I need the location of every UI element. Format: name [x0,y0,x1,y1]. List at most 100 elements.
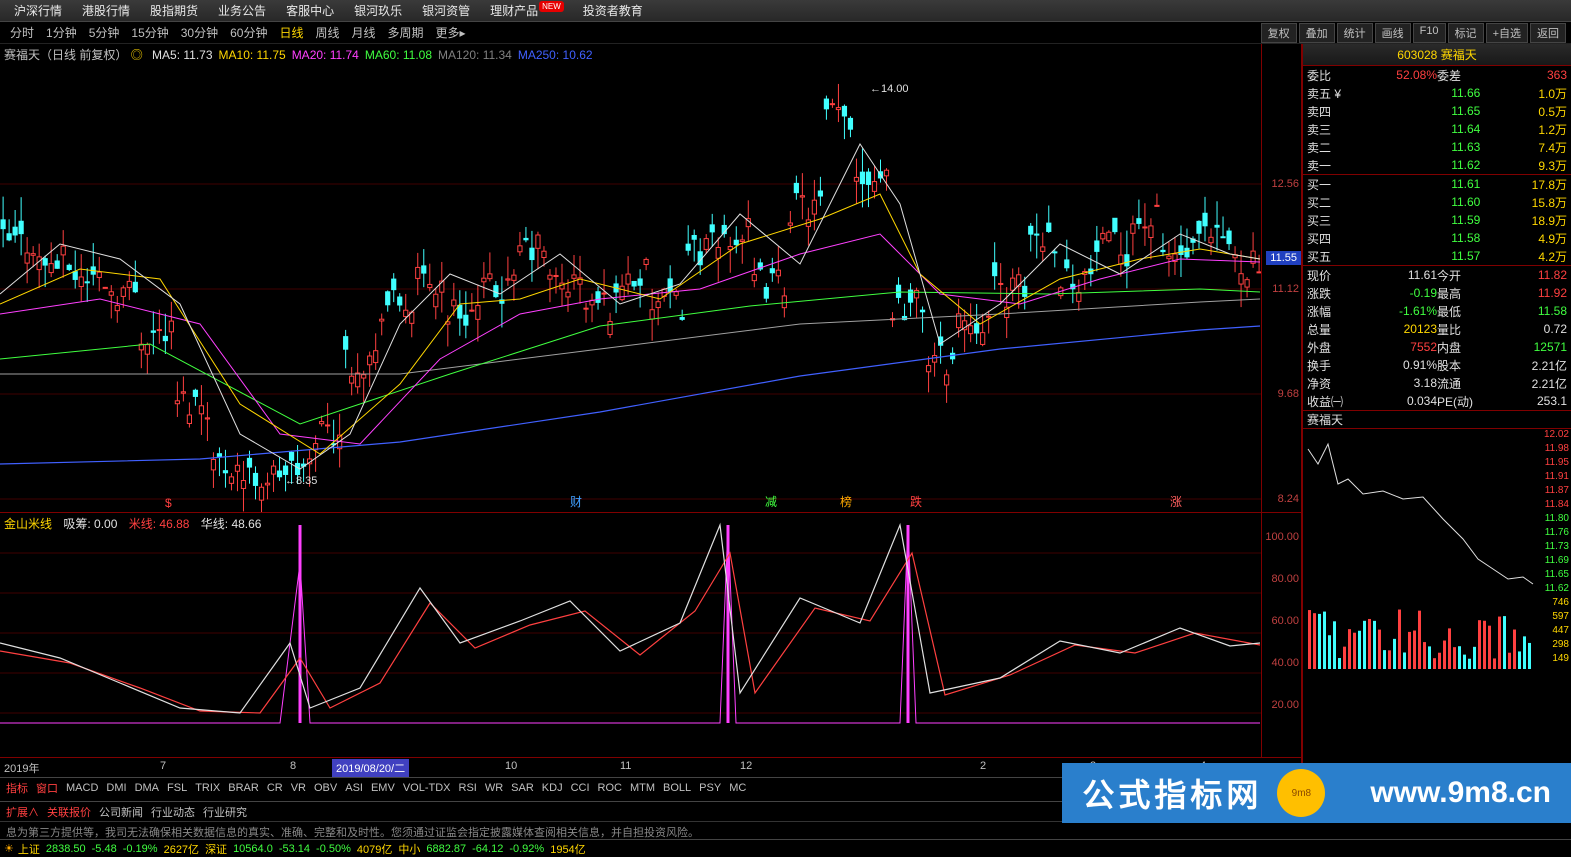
ind-BRAR[interactable]: BRAR [224,782,263,794]
chart-marker: 涨 [1170,493,1182,510]
ind-FSL[interactable]: FSL [163,782,191,794]
status-item: -5.48 [92,843,117,855]
ind-DMI[interactable]: DMI [102,782,130,794]
tf-8[interactable]: 月线 [346,24,382,41]
ind-MC[interactable]: MC [725,782,750,794]
chart-marker: 财 [570,493,582,510]
tf-7[interactable]: 周线 [309,24,345,41]
tf-4[interactable]: 30分钟 [175,24,224,41]
menu-8[interactable]: 投资者教育 [573,2,653,19]
tf-1[interactable]: 1分钟 [40,24,83,41]
menu-0[interactable]: 沪深行情 [4,2,72,19]
ind-BOLL[interactable]: BOLL [659,782,695,794]
ind-行业研究[interactable]: 行业研究 [199,804,251,820]
menu-7[interactable]: 理财产品NEW [480,2,573,19]
sub-indicator-chart[interactable]: 金山米线 吸筹: 0.00 米线: 46.88 华线: 48.66 100.00… [0,512,1302,757]
tf-6[interactable]: 日线 [273,24,309,41]
ind-PSY[interactable]: PSY [695,782,725,794]
toolbtn-7[interactable]: 返回 [1530,23,1566,43]
ind-MACD[interactable]: MACD [62,782,102,794]
tf-9[interactable]: 多周期 [382,24,430,41]
ind-公司新闻[interactable]: 公司新闻 [95,804,147,820]
toolbtn-4[interactable]: F10 [1413,23,1446,43]
ind-OBV[interactable]: OBV [310,782,341,794]
tf-3[interactable]: 15分钟 [125,24,174,41]
ind-DMA[interactable]: DMA [131,782,163,794]
ind-SAR[interactable]: SAR [507,782,538,794]
ind-ROC[interactable]: ROC [594,782,626,794]
status-item: -0.50% [316,843,351,855]
tf-10[interactable]: 更多▸ [430,24,472,41]
quote-row: 换手0.91%股本2.21亿 [1303,356,1571,374]
top-menubar: 沪深行情港股行情股指期货业务公告客服中心银河玖乐银河资管理财产品NEW投资者教育 [0,0,1571,22]
ind-KDJ[interactable]: KDJ [538,782,567,794]
status-item: 6882.87 [426,843,466,855]
status-item: 中小 [398,841,420,857]
status-item: -0.19% [123,843,158,855]
svg-text:←8.35: ←8.35 [285,475,317,487]
quote-panel: 603028 赛福天 委比 52.08% 委差 363 卖五 ¥11.661.0… [1302,44,1571,801]
ind-MTM[interactable]: MTM [626,782,659,794]
quote-row: 净资3.18流通2.21亿 [1303,374,1571,392]
stock-header: 603028 赛福天 [1303,44,1571,66]
menu-4[interactable]: 客服中心 [276,2,344,19]
toolbtn-1[interactable]: 叠加 [1299,23,1335,43]
menu-2[interactable]: 股指期货 [140,2,208,19]
ind-ASI[interactable]: ASI [341,782,367,794]
chart-marker: 跌 [910,493,922,510]
menu-3[interactable]: 业务公告 [208,2,276,19]
timeframe-toolbar: 分时1分钟5分钟15分钟30分钟60分钟日线周线月线多周期更多▸ 复权叠加统计画… [0,22,1571,44]
toolbtn-2[interactable]: 统计 [1337,23,1373,43]
ind-WR[interactable]: WR [481,782,507,794]
quote-row: 总量20123量比0.72 [1303,320,1571,338]
watermark-logo-icon: 9m8 [1277,769,1325,817]
status-item: -0.92% [509,843,544,855]
ind-关联报价[interactable]: 关联报价 [43,804,95,820]
orderbook-row: 买四11.584.9万 [1303,229,1571,247]
status-item: 4079亿 [357,841,392,857]
main-kline-chart[interactable]: 赛福天（日线 前复权） ◎ MA5: 11.73MA10: 11.75MA20:… [0,44,1302,512]
toolbtn-0[interactable]: 复权 [1261,23,1297,43]
chart-marker: 榜 [840,493,852,510]
mini-chart[interactable]: 12.0211.9811.9511.9111.8711.8411.8011.76… [1303,428,1571,801]
status-item: 2838.50 [46,843,86,855]
toolbtn-5[interactable]: 标记 [1448,23,1484,43]
ind-RSI[interactable]: RSI [455,782,481,794]
ind-CR[interactable]: CR [263,782,287,794]
orderbook-row: 买一11.6117.8万 [1303,175,1571,193]
watermark: 公式指标网 9m8 www.9m8.cn [1062,763,1571,823]
tf-5[interactable]: 60分钟 [224,24,273,41]
ind-TRIX[interactable]: TRIX [191,782,224,794]
orderbook-row: 买三11.5918.9万 [1303,211,1571,229]
ind-行业动态[interactable]: 行业动态 [147,804,199,820]
menu-1[interactable]: 港股行情 [72,2,140,19]
orderbook-row: 买五11.574.2万 [1303,247,1571,265]
status-item: 1954亿 [550,841,585,857]
svg-text:←14.00: ←14.00 [870,83,909,95]
orderbook-row: 卖三11.641.2万 [1303,120,1571,138]
menu-5[interactable]: 银河玖乐 [344,2,412,19]
ind-EMV[interactable]: EMV [367,782,399,794]
tf-0[interactable]: 分时 [4,24,40,41]
status-item: -64.12 [472,843,503,855]
ind-VOL-TDX[interactable]: VOL-TDX [399,782,455,794]
status-item: 2627亿 [164,841,199,857]
quote-row: 涨跌-0.19最高11.92 [1303,284,1571,302]
toolbtn-6[interactable]: +自选 [1486,23,1528,43]
mini-title: 赛福天 [1303,410,1571,428]
tf-2[interactable]: 5分钟 [83,24,126,41]
chart-marker: 减 [765,493,777,510]
orderbook-row: 卖二11.637.4万 [1303,138,1571,156]
weibi-row: 委比 52.08% 委差 363 [1303,66,1571,84]
quote-row: 收益㈠0.034PE(动)253.1 [1303,392,1571,410]
ind-VR[interactable]: VR [287,782,310,794]
quote-row: 涨幅-1.61%最低11.58 [1303,302,1571,320]
toolbtn-3[interactable]: 画线 [1375,23,1411,43]
status-item: 深证 [205,841,227,857]
menu-6[interactable]: 银河资管 [412,2,480,19]
ind-扩展∧[interactable]: 扩展∧ [2,804,43,820]
ind-指标[interactable]: 指标 [2,780,32,796]
ind-窗口[interactable]: 窗口 [32,780,62,796]
ind-CCI[interactable]: CCI [567,782,594,794]
status-item: -53.14 [279,843,310,855]
